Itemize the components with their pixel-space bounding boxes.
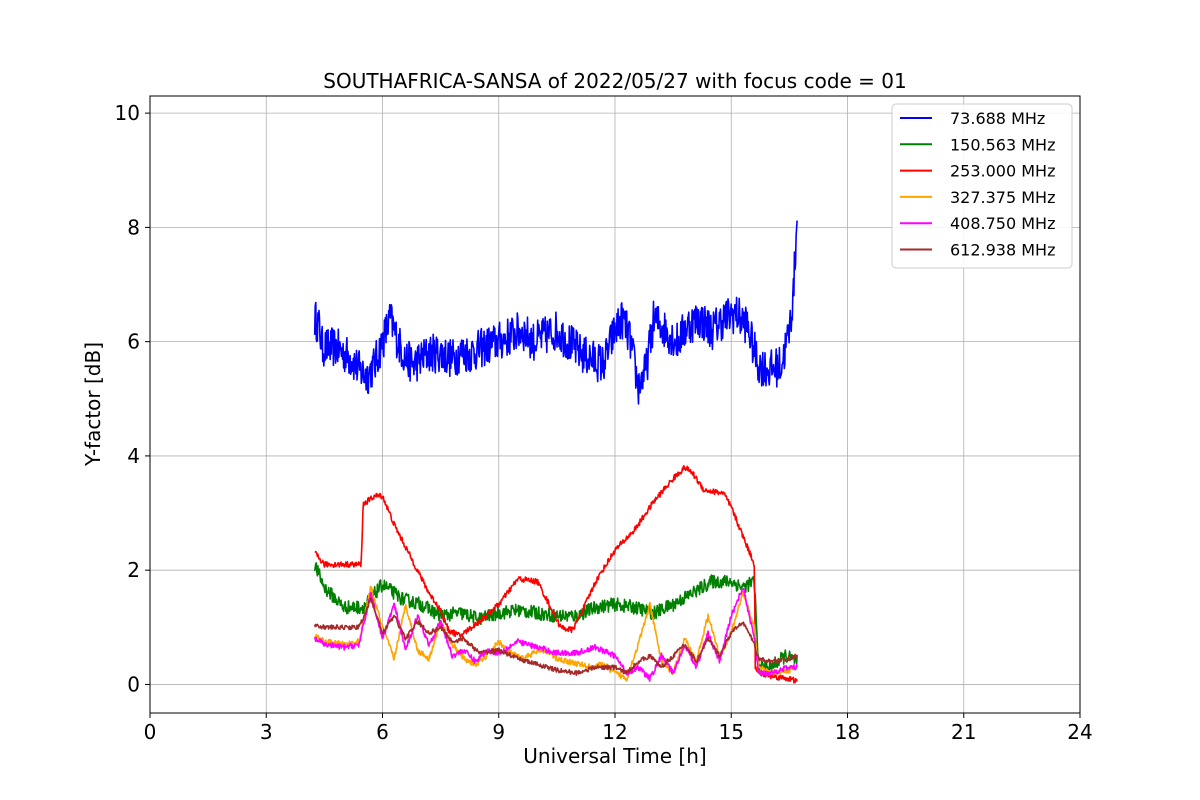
y-tick-label: 10: [115, 101, 140, 125]
legend-box: [891, 103, 1073, 269]
x-tick-label: 6: [376, 720, 389, 744]
legend-label: 253.000 MHz: [950, 162, 1055, 181]
x-axis-ticks: 0 3 6 9 12 15 18 21 24: [144, 713, 1093, 744]
y-axis-ticks: 0 2 4 6 8 10: [115, 101, 150, 696]
series-lines: [313, 220, 798, 684]
x-tick-label: 24: [1067, 720, 1092, 744]
x-tick-label: 15: [719, 720, 744, 744]
legend: 73.688 MHz 150.563 MHz 253.000 MHz 327.375 …: [891, 103, 1073, 269]
x-axis-label: Universal Time [h]: [523, 744, 706, 768]
series-line-1: [313, 220, 798, 405]
x-tick-label: 3: [260, 720, 273, 744]
y-tick-label: 0: [127, 672, 140, 696]
x-tick-label: 0: [144, 720, 157, 744]
series-line-3: [314, 465, 798, 684]
y-tick-label: 2: [127, 558, 140, 582]
series-line-5: [313, 587, 798, 682]
legend-label: 408.750 MHz: [950, 214, 1055, 233]
y-tick-label: 6: [127, 330, 140, 354]
series-line-4: [313, 585, 798, 682]
legend-label: 327.375 MHz: [950, 188, 1055, 207]
series-line-6: [313, 597, 798, 677]
legend-label: 73.688 MHz: [950, 109, 1045, 128]
legend-label: 612.938 MHz: [950, 241, 1055, 260]
x-tick-label: 12: [602, 720, 627, 744]
legend-label: 150.563 MHz: [950, 135, 1055, 154]
x-tick-label: 21: [951, 720, 976, 744]
y-tick-label: 4: [127, 444, 140, 468]
y-axis-label: Y-factor [dB]: [81, 342, 105, 467]
y-tick-label: 8: [127, 215, 140, 239]
chart-title: SOUTHAFRICA-SANSA of 2022/05/27 with foc…: [323, 69, 907, 93]
x-tick-label: 18: [835, 720, 860, 744]
x-tick-label: 9: [492, 720, 505, 744]
